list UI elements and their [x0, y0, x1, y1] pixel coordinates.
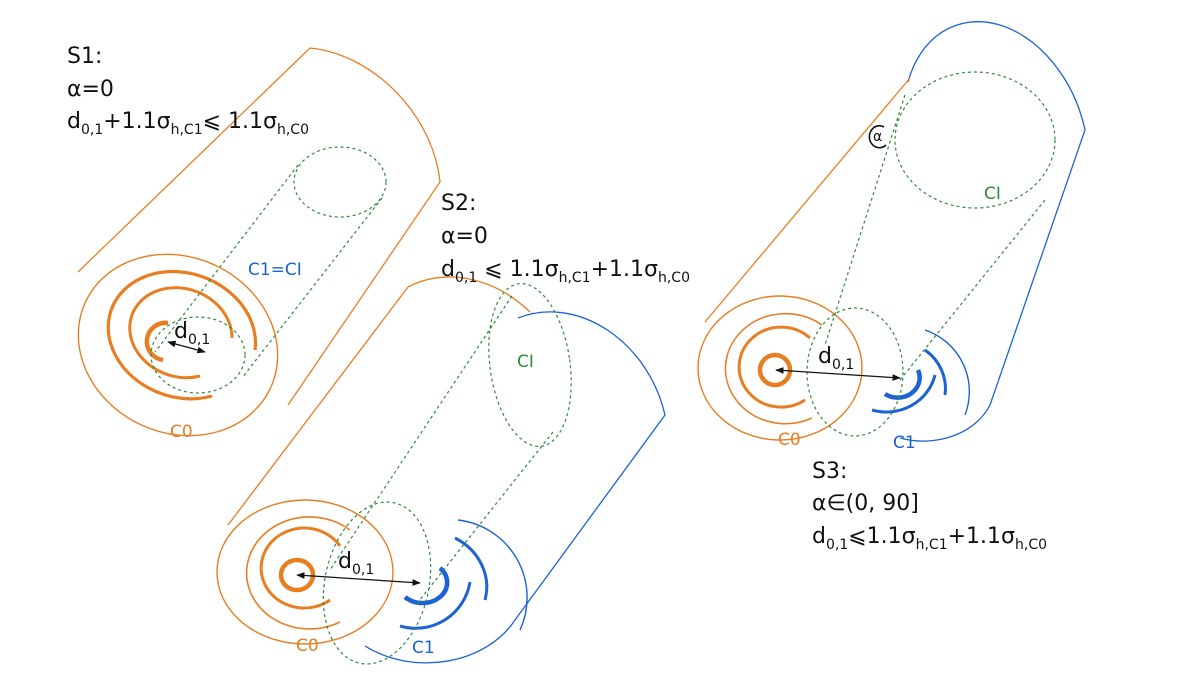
s3-ci-back-circle	[894, 71, 1056, 209]
s2-equation: d0,1 ⩽ 1.1σh,C1+1.1σh,C0	[441, 257, 690, 286]
s2-label-ci: CI	[517, 352, 534, 372]
s3-ci-front-circle	[806, 307, 904, 437]
s3-equation: d0,1⩽1.1σh,C1+1.1σh,C0	[812, 524, 1047, 553]
s1-title: S1:	[67, 44, 102, 69]
s1-c0-ring-core	[144, 320, 169, 363]
s3-c1-ring-1	[924, 329, 971, 416]
s3-c1-ring-3	[871, 374, 937, 414]
s1-ci-tangent-bottom	[241, 197, 383, 379]
s1-label-c0: C0	[170, 422, 193, 442]
s3-c0-ring-core	[757, 352, 793, 388]
s3-c0-ring-3	[737, 325, 812, 409]
s3-label-d: d0,1	[818, 344, 854, 373]
s2-alpha: α=0	[441, 224, 488, 249]
s3-alpha-angle-arc	[868, 124, 887, 149]
scenario-s2: CI C0 C1 d0,1 S2: α=0 d0,1 ⩽ 1.1σh,C1+1.…	[216, 191, 690, 665]
s2-d-arrow	[296, 572, 421, 586]
s2-c0-cylinder-outline	[227, 276, 531, 526]
s3-title: S3:	[812, 459, 847, 484]
s1-label-d: d0,1	[174, 319, 210, 348]
scenario-s3: α CI C0 C1 d0,1 S3: α∈(0, 90] d0,1⩽1.1σh…	[697, 21, 1086, 553]
s1-alpha: α=0	[67, 77, 114, 102]
s3-c0-tangent-top	[704, 77, 911, 323]
s1-ci-front-circle	[150, 316, 246, 394]
s2-c0-front-ellipse	[216, 499, 394, 645]
s3-label-c0: C0	[778, 430, 801, 450]
s3-c1-ring-2	[924, 348, 947, 396]
s1-ci-back-circle	[293, 146, 387, 218]
scenario-s1: C1=CI C0 d0,1 S1: α=0 d0,1+1.1σh,C1⩽ 1.1…	[67, 44, 441, 442]
s1-equation: d0,1+1.1σh,C1⩽ 1.1σh,C0	[67, 109, 309, 138]
s2-c0-ring-3	[259, 526, 342, 610]
s1-d-arrow	[167, 340, 206, 354]
s2-c1-cylinder-outline	[364, 311, 666, 664]
s1-label-c1ci: C1=CI	[248, 260, 302, 280]
s3-label-alpha: α	[873, 129, 882, 145]
s3-label-c1: C1	[893, 433, 916, 453]
s2-ci-tangent-bottom	[414, 431, 554, 607]
s3-c0-ring-2	[724, 312, 823, 425]
s2-c1-ring-2	[454, 536, 489, 601]
s3-ci-tangent-bottom	[899, 199, 1046, 381]
s1-c0-front-ellipse	[77, 253, 279, 437]
s3-label-ci: CI	[984, 184, 1001, 204]
s1-c0-ring-2	[106, 269, 258, 401]
s3-c1-cylinder-outline	[899, 21, 1086, 442]
s2-title: S2:	[441, 191, 476, 216]
s2-label-c1: C1	[412, 638, 435, 658]
s2-label-d: d0,1	[338, 549, 374, 578]
s1-c0-ring-3	[128, 286, 234, 380]
s2-c1-ring-1	[457, 519, 528, 631]
s2-ci-tangent-top	[329, 295, 513, 571]
s2-c1-ring-3	[399, 581, 472, 630]
s3-c1-ring-core	[883, 369, 922, 400]
s2-c1-ring-core	[403, 566, 450, 606]
s1-c0-cylinder-outline	[77, 47, 441, 406]
s3-ci-tangent-top	[824, 94, 906, 346]
s2-c0-ring-2	[245, 516, 351, 630]
s3-d-arrow	[775, 367, 901, 381]
s2-label-c0: C0	[296, 636, 319, 656]
s3-alpha: α∈(0, 90]	[812, 491, 919, 516]
